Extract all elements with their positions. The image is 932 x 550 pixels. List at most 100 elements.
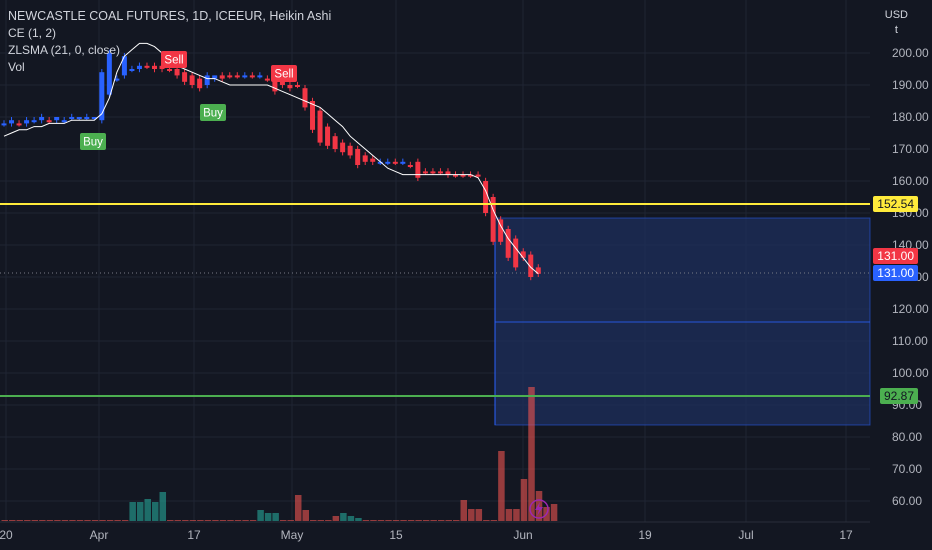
volume-bar [129, 502, 136, 521]
volume-bar [182, 520, 189, 521]
signal-badge [80, 133, 106, 150]
candle-body [377, 161, 383, 164]
candle-body [310, 101, 316, 130]
volume-bar [400, 520, 407, 521]
volume-bars [1, 387, 558, 521]
candle-body [136, 65, 142, 69]
candle-body [302, 88, 308, 108]
candle-body [46, 120, 52, 123]
candle-body [294, 85, 300, 87]
candle-body [182, 72, 188, 82]
x-tick-label: 17 [187, 528, 201, 542]
candle-body [325, 126, 331, 146]
candle-body [437, 171, 443, 174]
candle-body [400, 161, 406, 164]
volume-bar [114, 520, 121, 521]
volume-bar [144, 499, 151, 521]
signal-text: Buy [83, 137, 103, 149]
candle-body [227, 75, 233, 78]
x-tick-label: Jul [738, 528, 753, 542]
volume-bar [84, 520, 91, 521]
volume-bar [249, 520, 257, 521]
candle-body [453, 174, 458, 177]
candle-body [340, 142, 346, 153]
candle-body [498, 219, 504, 242]
candle-body [31, 120, 37, 123]
indicator-zlsma[interactable]: ZLSMA (21, 0, close) [8, 43, 121, 57]
volume-bar [121, 520, 129, 521]
volume-bar [550, 504, 558, 521]
volume-bar [69, 520, 76, 521]
volume-bar [234, 520, 242, 521]
candle-body [362, 155, 368, 162]
signal-badge [161, 51, 187, 68]
candle-body [272, 78, 278, 92]
volume-bar [468, 509, 475, 521]
volume-bar [272, 513, 279, 521]
candle-body [249, 75, 255, 78]
grid-lines [0, 0, 870, 522]
volume-bar [385, 520, 392, 521]
volume-bar [362, 520, 370, 521]
x-tick-label: 19 [638, 528, 652, 542]
volume-bar [310, 520, 317, 521]
volume-bar [460, 500, 468, 521]
candle-body [264, 78, 270, 81]
volume-bar [189, 520, 197, 521]
candle-body [445, 171, 451, 175]
candle-body [535, 267, 541, 274]
x-tick-label: 20 [0, 528, 13, 542]
volume-bar [332, 516, 340, 521]
y-tick-label: 120.00 [892, 302, 929, 316]
candle-body [54, 117, 60, 121]
candle-body [242, 75, 248, 78]
symbol-title[interactable]: NEWCASTLE COAL FUTURES, 1D, ICEEUR, Heik… [8, 9, 332, 23]
candle-body [513, 238, 519, 268]
sell-signal-label: Sell [161, 51, 187, 68]
volume-bar [445, 520, 452, 521]
candle-body [39, 117, 45, 121]
candle-body [355, 149, 361, 165]
candle-body [219, 75, 225, 79]
candle-body [287, 85, 293, 89]
volume-bar [498, 451, 505, 521]
candle-body [121, 56, 127, 76]
volume-bar [528, 387, 535, 521]
candle-body [1, 123, 7, 126]
candle-body [392, 161, 398, 164]
candle-body [385, 161, 391, 164]
volume-bar [392, 520, 400, 521]
candle-body [520, 251, 526, 258]
y-tick-label: 60.00 [892, 494, 922, 508]
last-price-label: 131.00 [873, 248, 918, 264]
candle-body [257, 75, 263, 78]
time-axis[interactable]: 20 Apr 17 May 15 Jun 19 Jul 17 [0, 521, 870, 542]
axis-currency-unit[interactable]: USD t [885, 8, 908, 38]
volume-bar [24, 520, 31, 521]
candle-body [430, 171, 436, 174]
volume-bar [415, 520, 422, 521]
candle-body [106, 53, 112, 95]
indicator-ce[interactable]: CE (1, 2) [8, 26, 57, 40]
y-tick-label: 100.00 [892, 366, 929, 380]
candle-body [370, 158, 376, 162]
volume-bar [437, 520, 445, 521]
volume-bar [31, 520, 39, 521]
lightning-icon[interactable] [529, 499, 549, 519]
volume-bar [197, 520, 204, 521]
y-tick-label: 190.00 [892, 78, 929, 92]
candle-body [347, 145, 353, 156]
candle-body [212, 75, 218, 79]
candle-body [528, 254, 534, 277]
candle-body [99, 72, 105, 121]
volume-bar [407, 520, 415, 521]
volume-bar [490, 520, 498, 521]
y-tick-label: 160.00 [892, 174, 929, 188]
indicator-volume[interactable]: Vol [8, 60, 25, 74]
volume-bar [76, 520, 84, 521]
candle-body [174, 69, 180, 76]
signal-badge [200, 104, 226, 121]
volume-bar [377, 520, 385, 521]
volume-bar [61, 520, 69, 521]
